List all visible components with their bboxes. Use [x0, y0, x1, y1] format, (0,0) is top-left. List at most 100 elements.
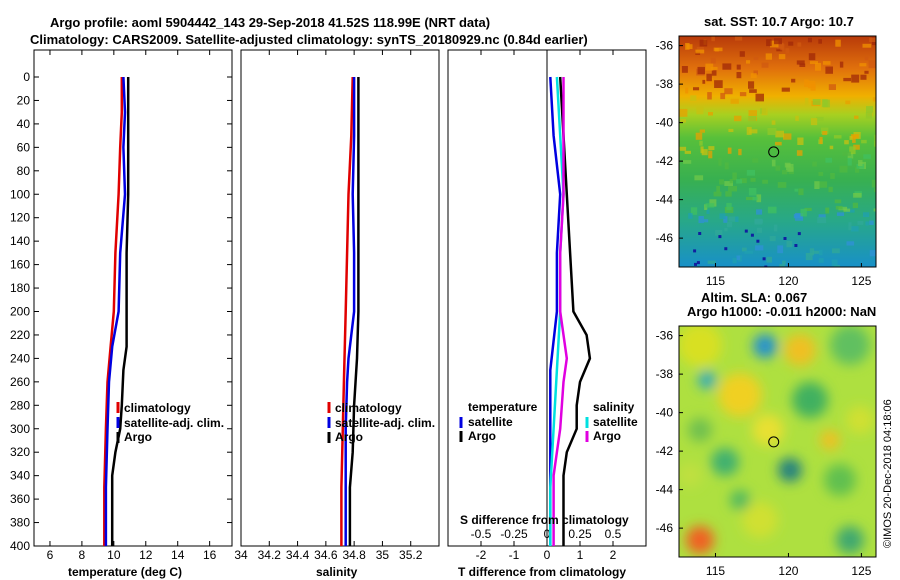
sst-pixel	[703, 219, 709, 223]
sst-pixel	[774, 38, 782, 45]
sst-pixel	[699, 129, 705, 133]
sst-pixel	[818, 172, 824, 176]
sst-pixel	[698, 216, 704, 224]
sst-pixel	[738, 148, 742, 156]
sst-pixel	[854, 115, 859, 119]
sst-pixel	[724, 162, 729, 170]
diff-legend-s-satellite-label: satellite	[593, 415, 638, 429]
sst-pixel	[864, 56, 869, 61]
map-x-tick-label: 125	[851, 564, 871, 578]
sst-pixel	[825, 66, 833, 74]
sst-pixel	[812, 250, 820, 254]
sst-pixel	[856, 164, 865, 169]
x-tick-label: 34.6	[314, 548, 338, 562]
x-tick-label: 34.2	[258, 548, 282, 562]
x-tick-label: 14	[171, 548, 185, 562]
sst-pixel	[797, 137, 804, 145]
sla-anomaly-blob	[752, 414, 784, 446]
sst-pixel	[705, 63, 714, 71]
sla-anomaly-blob	[742, 502, 778, 538]
sst-pixel	[736, 72, 742, 79]
sst-pixel	[695, 49, 705, 54]
sst-pixel	[686, 44, 693, 49]
sst-pixel	[706, 73, 712, 82]
sla-map: Altim. SLA: 0.067 Argo h1000: -0.011 h20…	[656, 290, 877, 578]
sst-pixel	[853, 144, 860, 150]
sst-pixel	[716, 185, 720, 193]
x2-tick-label: 0.25	[568, 527, 592, 541]
sst-pixel	[845, 100, 851, 105]
sst-pixel	[833, 135, 842, 139]
salinity-panel: 34 34.2 34.4 34.6 34.8 35 35.2 salinity climat…	[234, 49, 440, 579]
difference-xlabel: T difference from climatology	[458, 565, 626, 579]
sst-pixel	[718, 235, 722, 239]
sst-pixel	[839, 165, 848, 173]
sst-pixel	[842, 151, 851, 156]
sla-argo-position-marker	[768, 436, 780, 448]
sst-map: sat. SST: 10.7 Argo: 10.7 115 120 125 -36 -3…	[656, 14, 877, 288]
map-x-tick-label: 115	[706, 274, 725, 288]
sst-pixel	[836, 212, 845, 216]
y-tick-label: 220	[10, 328, 30, 342]
sst-pixel	[795, 115, 799, 121]
sst-pixel	[815, 62, 821, 71]
x-tick-label: 8	[79, 548, 86, 562]
sla-anomaly-blob	[686, 526, 714, 554]
sst-pixel	[755, 245, 764, 251]
y-tick-label: 60	[17, 140, 31, 154]
sst-pixel	[807, 37, 812, 43]
sst-pixel	[797, 42, 802, 47]
sst-pixel	[749, 129, 758, 134]
sst-pixel	[771, 120, 776, 125]
sst-pixel	[821, 127, 829, 135]
sst-pixel	[748, 188, 757, 196]
sst-pixel	[761, 107, 768, 116]
y-tick-label: 380	[10, 516, 30, 530]
sst-pixel	[852, 135, 856, 143]
x-tick-label: 35	[376, 548, 390, 562]
map-y-tick-label: -36	[656, 39, 674, 53]
sst-pixel	[688, 213, 693, 219]
sst-pixel	[873, 208, 876, 212]
sst-pixel	[782, 170, 788, 175]
sst-pixel	[765, 53, 772, 60]
sst-pixel	[847, 157, 852, 166]
sla-anomaly-blob	[778, 458, 802, 482]
sst-pixel	[680, 119, 686, 123]
sst-pixel	[835, 205, 843, 210]
sst-pixel	[797, 232, 801, 236]
sst-pixel	[808, 53, 816, 61]
y-tick-label: 40	[17, 117, 31, 131]
sst-pixel	[771, 159, 776, 167]
sst-pixel	[869, 37, 876, 42]
sst-pixel	[818, 258, 824, 263]
y-tick-label: 360	[10, 492, 30, 506]
sst-pixel	[838, 206, 848, 211]
sla-map-image	[679, 326, 876, 557]
x2-tick-label: -0.25	[500, 527, 528, 541]
sst-pixel	[762, 179, 768, 184]
sst-pixel	[742, 247, 747, 252]
sst-pixel	[809, 248, 815, 256]
sla-anomaly-blob	[711, 448, 739, 476]
y-tick-label: 280	[10, 398, 30, 412]
sst-pixel	[735, 216, 739, 222]
sst-pixel	[874, 188, 876, 192]
sst-pixel	[724, 88, 733, 95]
sst-pixel	[832, 248, 840, 254]
salinity-xlabel: salinity	[316, 565, 358, 579]
sst-pixel	[786, 163, 794, 172]
temperature-line-argo	[110, 77, 130, 546]
sla-anomaly-blob	[784, 334, 816, 366]
x-tick-label: 34	[234, 548, 248, 562]
sst-pixel	[702, 79, 706, 84]
sst-pixel	[750, 73, 757, 79]
sst-pixel	[706, 209, 710, 214]
sst-pixel	[794, 244, 798, 247]
x-tick-label: 16	[203, 548, 217, 562]
sla-anomaly-blob	[679, 463, 702, 487]
sst-pixel	[766, 256, 772, 263]
sst-pixel	[778, 54, 786, 60]
y-tick-label: 0	[23, 70, 30, 84]
sst-pixel	[756, 239, 760, 243]
